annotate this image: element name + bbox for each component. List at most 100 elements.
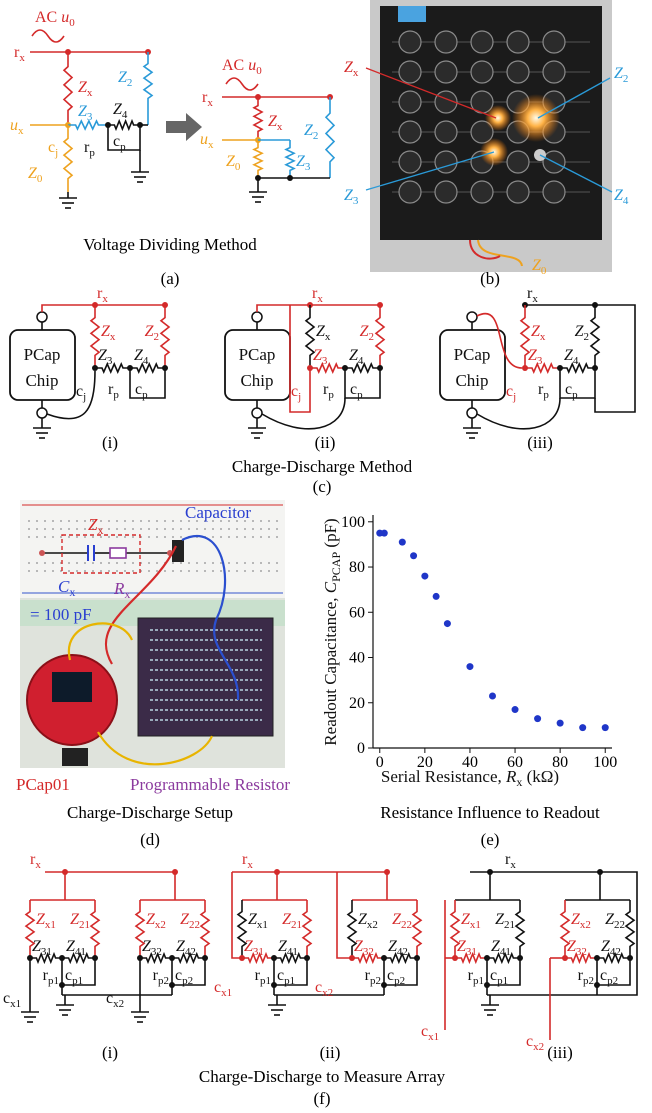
breadboard-hole	[164, 520, 166, 522]
y-tick-label: 40	[349, 650, 365, 667]
label-part: p	[120, 141, 126, 153]
label-part: c	[490, 967, 497, 984]
node	[92, 955, 98, 961]
node	[274, 869, 280, 875]
label-part: c	[175, 967, 182, 984]
point	[602, 724, 609, 731]
breadboard-hole	[180, 520, 182, 522]
node	[62, 869, 68, 875]
breadboard-hole	[44, 528, 46, 530]
breadboard-hole	[196, 570, 198, 572]
label-part: 42	[397, 946, 408, 958]
led-glow	[485, 105, 511, 131]
label-part: p1	[284, 975, 295, 987]
label-part: x	[19, 52, 25, 64]
label-part: Serial Resistance,	[381, 767, 506, 786]
label-part: 2	[154, 331, 160, 343]
label-part: 21	[79, 919, 90, 931]
led-socket	[507, 61, 529, 83]
point	[466, 663, 473, 670]
breadboard-hole	[276, 520, 278, 522]
breadboard-hole	[220, 536, 222, 538]
breadboard-hole	[132, 528, 134, 530]
label-part: 2	[584, 331, 590, 343]
label-part: u	[200, 131, 208, 148]
label-part: Readout Capacitance,	[321, 593, 340, 745]
label-part: x	[277, 121, 283, 133]
led-glow	[512, 94, 560, 142]
breadboard-hole	[164, 570, 166, 572]
point	[399, 539, 406, 546]
label-part: 0	[37, 173, 43, 185]
label-part: p2	[370, 975, 381, 987]
breadboard-hole	[244, 562, 246, 564]
breadboard-hole	[52, 570, 54, 572]
point	[534, 715, 541, 722]
led-socket	[399, 181, 421, 203]
label-part: p1	[48, 975, 59, 987]
label-part: x	[207, 97, 213, 109]
label-part: j	[82, 391, 86, 403]
label: Programmable Resistor	[130, 775, 290, 794]
breadboard-hole	[212, 562, 214, 564]
breadboard-hole	[92, 562, 94, 564]
node	[169, 955, 175, 961]
label-part: 4	[358, 355, 364, 367]
breadboard-hole	[228, 562, 230, 564]
body: Voltage Dividing Method (a) (b) Charge-D…	[0, 0, 652, 1113]
y-tick-label: 80	[349, 559, 365, 576]
label: Chip	[240, 371, 273, 390]
label-part: c	[65, 967, 72, 984]
label: = 100 pF	[30, 605, 92, 624]
breadboard-hole	[84, 562, 86, 564]
breadboard-hole	[100, 570, 102, 572]
label-part: 0	[69, 17, 75, 29]
terminal	[37, 312, 47, 322]
label-part: 41	[75, 946, 86, 958]
breadboard-hole	[140, 520, 142, 522]
node	[342, 365, 348, 371]
breadboard-hole	[148, 562, 150, 564]
panel-tag: (f)	[314, 1089, 331, 1108]
breadboard-hole	[220, 570, 222, 572]
label: Chip	[25, 371, 58, 390]
breadboard-hole	[124, 520, 126, 522]
breadboard-hole	[148, 520, 150, 522]
led-socket	[435, 151, 457, 173]
label-part: 3	[87, 111, 93, 123]
label-part: R	[505, 767, 517, 786]
y-tick-label: 0	[357, 740, 365, 757]
breadboard-hole	[68, 520, 70, 522]
breadboard-hole	[52, 528, 54, 530]
node	[517, 955, 523, 961]
label-part: AC	[35, 9, 61, 26]
label-part: c	[421, 1023, 428, 1040]
breadboard-hole	[268, 528, 270, 530]
label: Serial Resistance, Rx (kΩ)	[381, 767, 559, 789]
label-part: 3	[322, 355, 328, 367]
label-part: c	[113, 133, 120, 150]
node	[287, 175, 293, 181]
label-part: (pF)	[321, 518, 340, 552]
label-part: x	[102, 293, 108, 305]
panel-tag: (e)	[481, 830, 500, 849]
label-part: 31	[41, 946, 52, 958]
label-part: c	[214, 979, 221, 996]
label-part: x	[69, 585, 75, 599]
breadboard-hole	[156, 536, 158, 538]
breadboard-hole	[172, 570, 174, 572]
pcb	[138, 618, 273, 736]
breadboard-hole	[260, 528, 262, 530]
breadboard-hole	[52, 520, 54, 522]
node	[627, 955, 633, 961]
label-part: p1	[497, 975, 508, 987]
breadboard-hole	[236, 528, 238, 530]
node	[414, 955, 420, 961]
label: PCap	[239, 345, 276, 364]
label-part: x	[208, 139, 214, 151]
node	[522, 365, 528, 371]
label-part: 2	[623, 73, 629, 85]
breadboard-hole	[236, 562, 238, 564]
label-part: x1	[257, 919, 268, 931]
label-part: x	[532, 293, 538, 305]
